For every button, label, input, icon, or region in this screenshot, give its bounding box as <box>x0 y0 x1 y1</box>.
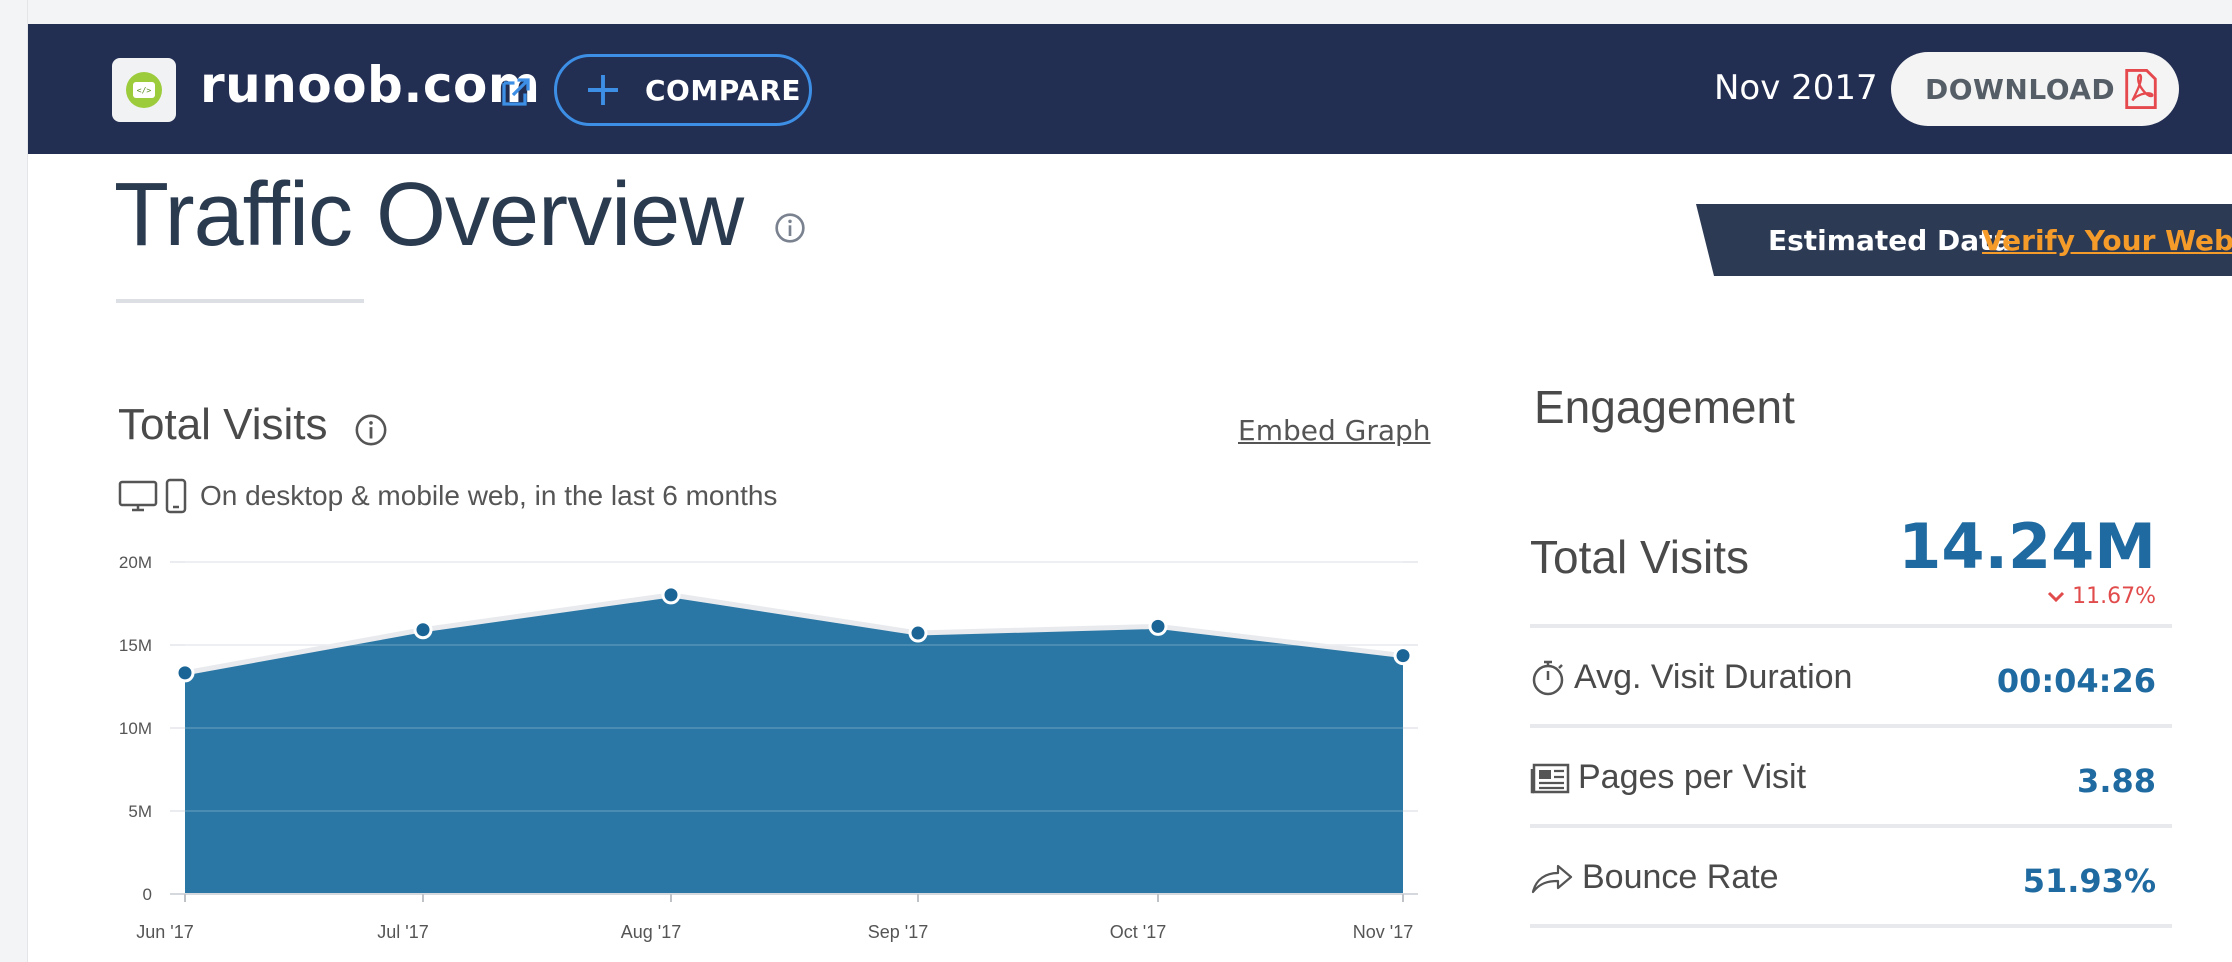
pages-icon <box>1530 763 1570 793</box>
avg-visit-duration-row: Avg. Visit Duration 00:04:26 <box>1530 628 2172 728</box>
x-tick-label: Jul '17 <box>377 922 428 942</box>
pages-per-visit-row: Pages per Visit 3.88 <box>1530 728 2172 828</box>
engagement-title: Engagement <box>1534 381 1795 433</box>
total-visits-title: Total Visits <box>118 400 328 449</box>
mobile-icon <box>165 478 187 514</box>
device-description: On desktop & mobile web, in the last 6 m… <box>200 480 778 511</box>
engagement-total-visits-row: Total Visits 14.24M 11.67% <box>1530 500 2172 628</box>
avg-visit-duration-value: 00:04:26 <box>1996 662 2156 700</box>
data-point <box>1393 646 1413 666</box>
estimated-label: Estimated Data <box>1768 224 2012 257</box>
y-tick-label: 5M <box>128 802 152 821</box>
bounce-rate-label: Bounce Rate <box>1530 858 1779 897</box>
x-tick-label: Nov '17 <box>1353 922 1413 942</box>
data-point <box>908 623 928 643</box>
y-tick-label: 0 <box>143 885 152 904</box>
compare-button[interactable]: COMPARE <box>554 54 812 126</box>
info-icon[interactable] <box>354 413 388 447</box>
x-tick-label: Oct '17 <box>1110 922 1166 942</box>
stopwatch-icon <box>1532 660 1564 695</box>
data-point <box>661 585 681 605</box>
series-line <box>184 592 1404 676</box>
total-visits-change: 11.67% <box>2046 584 2156 609</box>
area-fill <box>185 596 1403 894</box>
x-tick-label: Sep '17 <box>868 922 929 942</box>
embed-graph-link[interactable]: Embed Graph <box>1238 414 1431 447</box>
estimated-data-banner: Estimated Data Verify Your Website <box>1696 204 2232 276</box>
plus-icon <box>588 75 618 105</box>
data-point <box>413 620 433 640</box>
y-tick-label: 15M <box>119 636 152 655</box>
data-point <box>175 663 195 683</box>
pages-per-visit-label: Pages per Visit <box>1530 758 1806 797</box>
bounce-arrow-icon <box>1531 864 1573 893</box>
avg-visit-duration-text: Avg. Visit Duration <box>1574 658 1853 696</box>
chevron-down-icon <box>2048 591 2065 602</box>
verify-website-link[interactable]: Verify Your Website <box>1982 224 2232 257</box>
left-gutter <box>0 0 28 962</box>
compare-label: COMPARE <box>645 73 802 107</box>
total-visits-change-value: 11.67% <box>2072 584 2156 609</box>
pdf-icon <box>2125 69 2157 109</box>
total-visits-label: Total Visits <box>1530 531 1750 583</box>
desktop-icon <box>118 480 158 512</box>
site-favicon: </> <box>112 58 176 122</box>
device-info: On desktop & mobile web, in the last 6 m… <box>118 478 777 514</box>
site-name: runoob.com <box>200 56 541 114</box>
download-label: DOWNLOAD <box>1925 72 2116 106</box>
pages-per-visit-text: Pages per Visit <box>1578 758 1807 796</box>
y-tick-label: 10M <box>119 719 152 738</box>
data-point <box>1148 616 1168 636</box>
pages-per-visit-value: 3.88 <box>2077 762 2156 800</box>
external-link-icon[interactable] <box>498 74 534 110</box>
avg-visit-duration-label: Avg. Visit Duration <box>1530 658 1852 697</box>
total-visits-chart: 0 5M 10M 15M 20M Jun '17 Jul '17 Aug '17 Sep '17… <box>119 553 1418 942</box>
bounce-rate-value: 51.93% <box>2022 862 2156 900</box>
title-underline <box>116 299 364 303</box>
site-header: </> runoob.com COMPARE Nov 2017 DOWNLOAD <box>28 24 2232 154</box>
y-tick-label: 20M <box>119 553 152 572</box>
date-selector[interactable]: Nov 2017 <box>1714 68 1878 108</box>
bounce-rate-text: Bounce Rate <box>1582 858 1779 896</box>
total-visits-value: 14.24M <box>1898 510 2156 583</box>
top-strip <box>0 0 2232 24</box>
info-icon[interactable] <box>774 212 806 244</box>
x-tick-label: Jun '17 <box>136 922 193 942</box>
download-button[interactable]: DOWNLOAD <box>1891 52 2179 126</box>
x-tick-label: Aug '17 <box>621 922 682 942</box>
page-title: Traffic Overview <box>114 165 744 265</box>
bounce-rate-row: Bounce Rate 51.93% <box>1530 828 2172 928</box>
